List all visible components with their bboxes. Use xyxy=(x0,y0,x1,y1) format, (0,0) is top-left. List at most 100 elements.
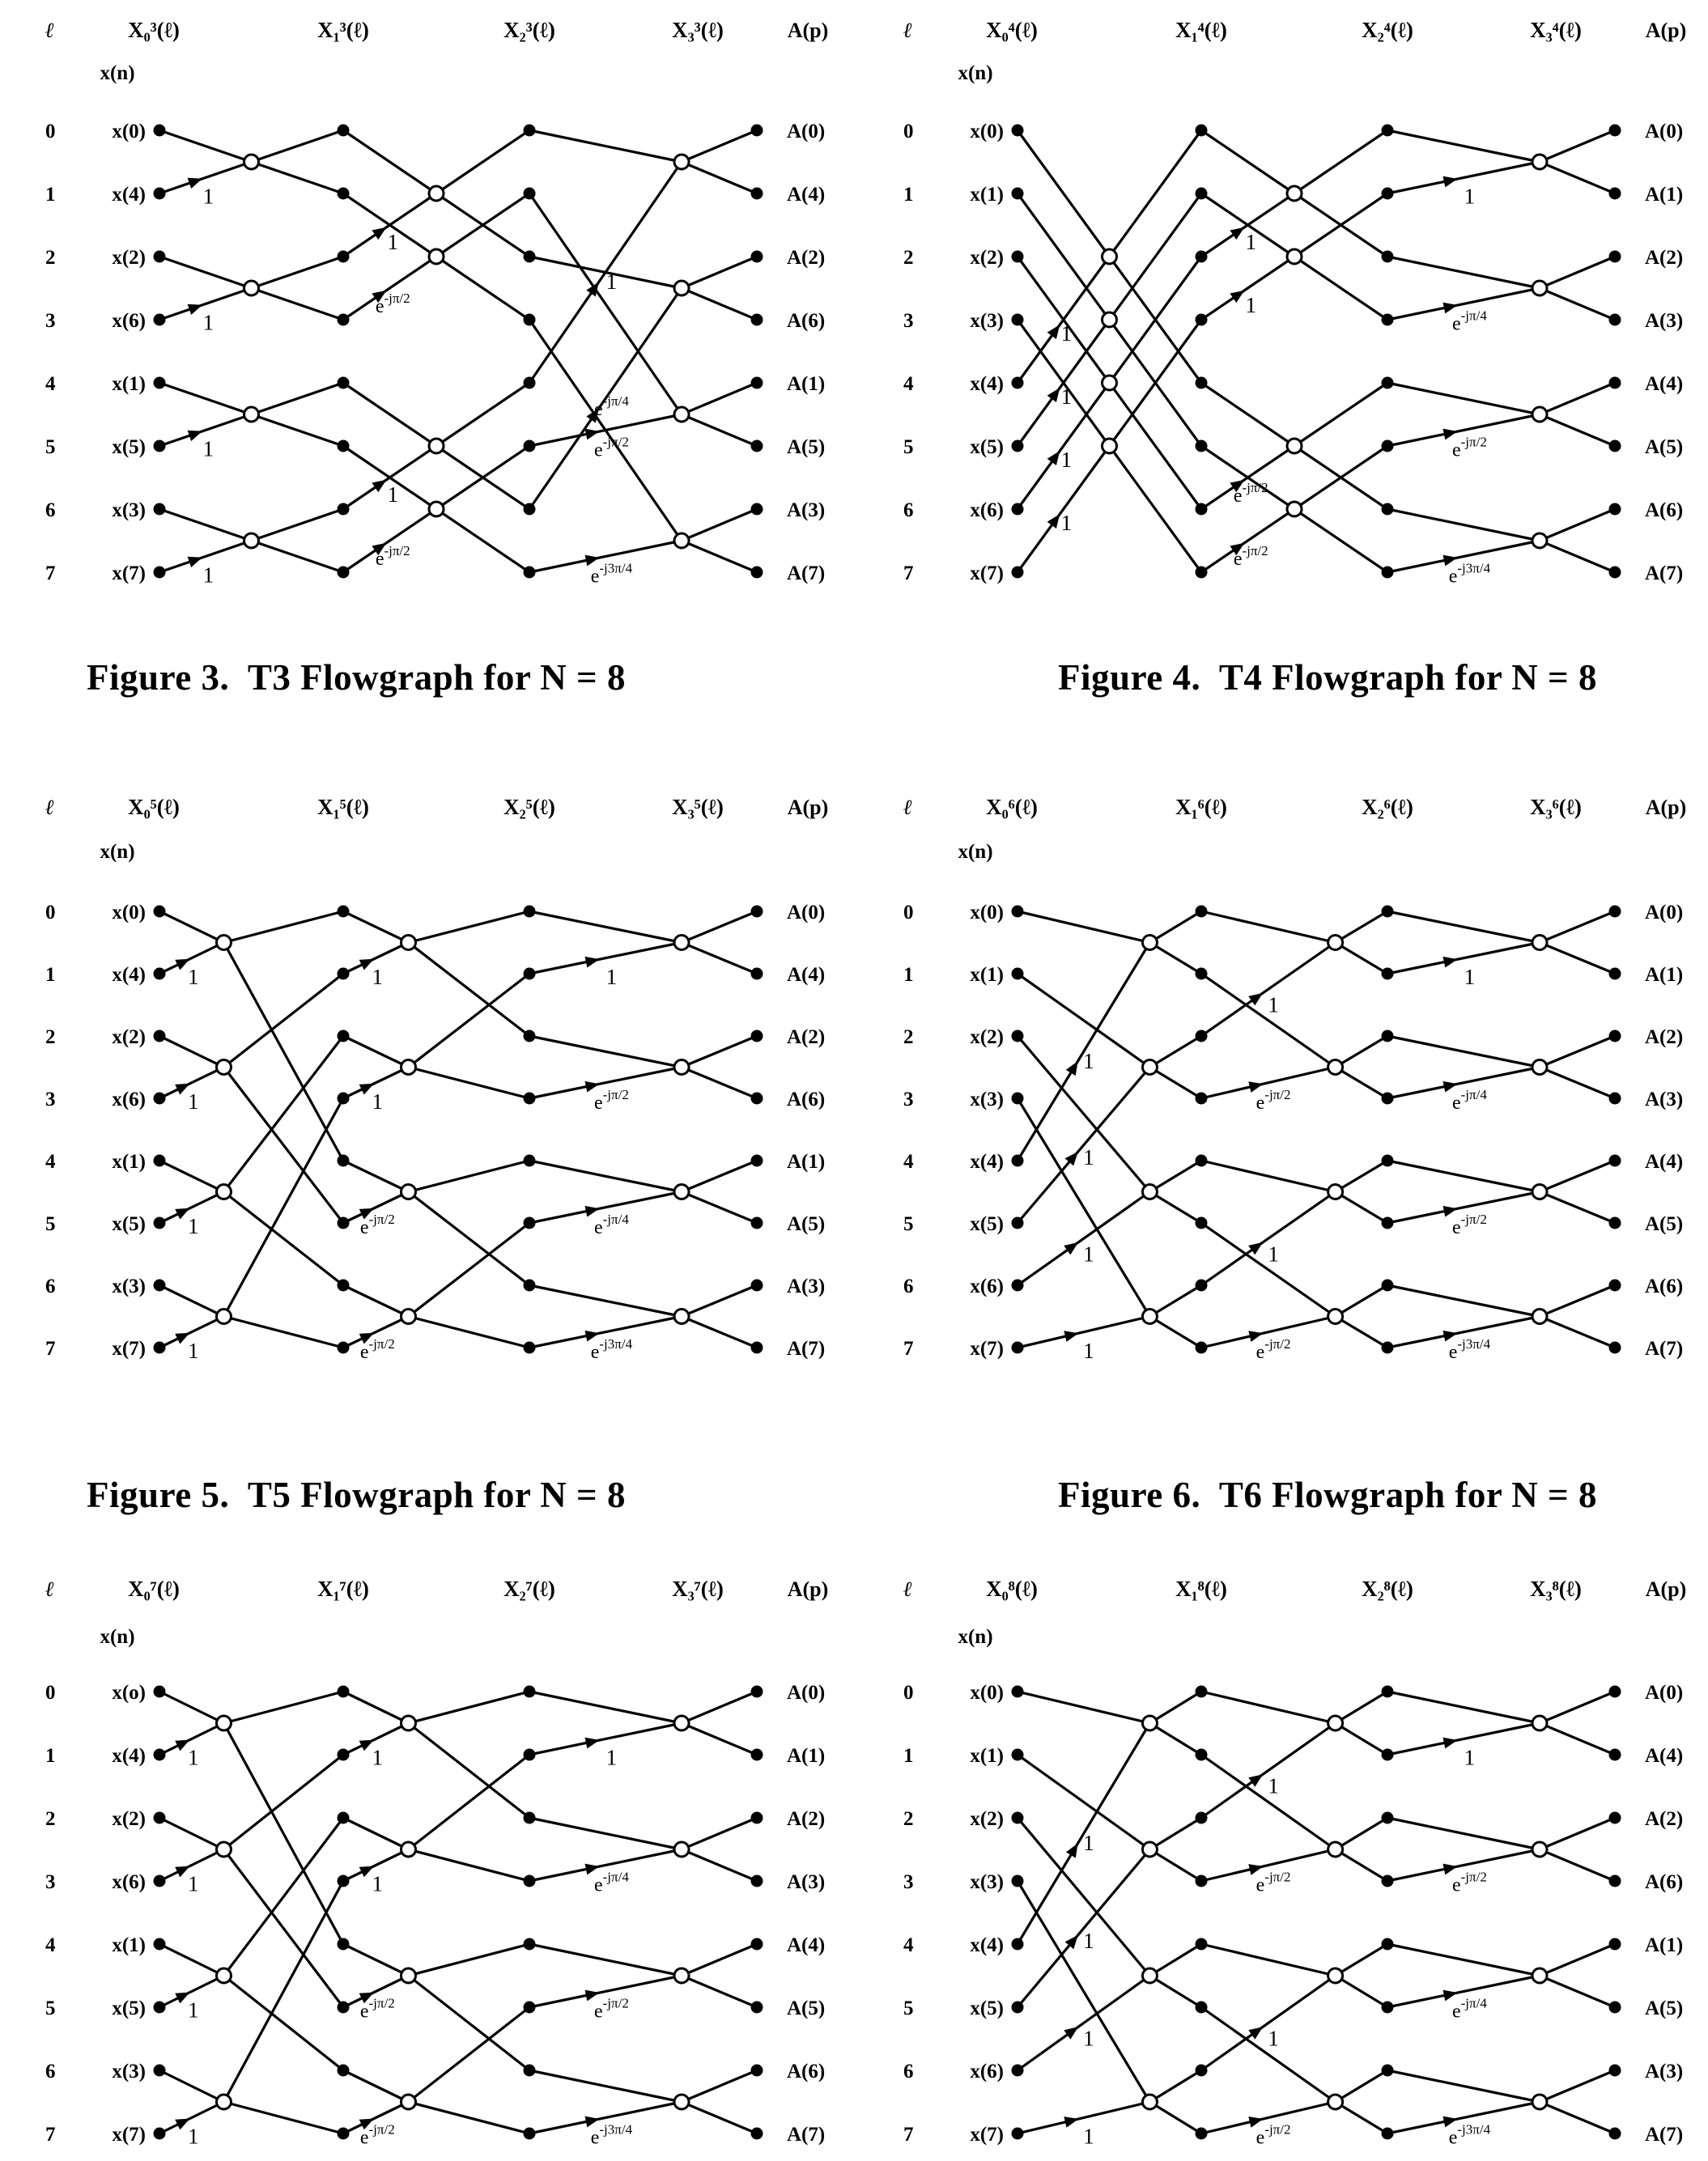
flow-edge xyxy=(1149,941,1202,975)
stage-node xyxy=(337,313,350,326)
summing-junction-icon xyxy=(243,153,260,171)
input-node xyxy=(153,967,166,980)
summing-junction-icon xyxy=(673,532,690,550)
input-label: x(o) xyxy=(112,1682,146,1704)
flowgraph-canvas-t6: ℓ X₀⁶(ℓ) X₁⁶(ℓ) X₂⁶(ℓ) X₃⁶(ℓ) A(p) x(n) 1 1 1 1 1 e-… xyxy=(903,795,1686,1363)
flow-edge xyxy=(1539,381,1616,416)
stage-node xyxy=(523,1092,536,1105)
input-node xyxy=(1011,1216,1024,1229)
flow-edge xyxy=(681,1974,758,2009)
flow-edge xyxy=(1334,2069,1388,2104)
output-node xyxy=(1608,1811,1621,1824)
output-node xyxy=(750,1216,763,1229)
flow-edge xyxy=(159,1690,225,1725)
output-label: A(0) xyxy=(1645,1682,1683,1704)
arrowhead-icon xyxy=(359,1866,375,1878)
stage-node xyxy=(1381,439,1394,452)
output-label: A(0) xyxy=(787,902,825,923)
flow-edge xyxy=(159,160,253,195)
summing-junction-icon xyxy=(215,1183,232,1200)
stage-node xyxy=(523,2064,536,2077)
stage-node xyxy=(1195,1341,1208,1354)
arrowhead-icon xyxy=(1248,2116,1264,2128)
flow-edge xyxy=(529,1159,682,1194)
flow-edge xyxy=(223,1974,344,2072)
input-label: x(7) xyxy=(112,563,146,584)
row-index-label: 6 xyxy=(45,1276,56,1297)
flowgraph-canvas-t3: ℓ X₀³(ℓ) X₁³(ℓ) X₂³(ℓ) X₃³(ℓ) A(p) x(n) 1 1 1 1 1 e-… xyxy=(45,18,828,588)
row-index-label: 2 xyxy=(45,1808,56,1830)
arrowhead-icon xyxy=(175,1866,190,1878)
input-label: x(4) xyxy=(112,184,146,206)
stage-node xyxy=(1195,250,1208,263)
arrowhead-icon xyxy=(1047,514,1060,529)
summing-junction-icon xyxy=(1141,1308,1158,1325)
stage-node xyxy=(1195,1154,1208,1167)
row-index-label: 2 xyxy=(903,1808,914,1830)
flow-edge xyxy=(1149,1284,1202,1318)
twiddle-factor-label: e-jπ/2 xyxy=(360,1336,395,1363)
stage-node xyxy=(1195,1092,1208,1105)
output-label: A(6) xyxy=(1645,1276,1683,1297)
input-node xyxy=(1011,2064,1024,2077)
flow-edge xyxy=(681,1722,758,1756)
output-node xyxy=(1608,1030,1621,1042)
flow-edge xyxy=(1017,910,1150,945)
stage-node xyxy=(1381,1938,1394,1951)
summing-junction-icon xyxy=(673,2093,690,2111)
column-header-ell: ℓ xyxy=(903,796,912,819)
output-node xyxy=(1608,1685,1621,1698)
stage-node xyxy=(337,1685,350,1698)
flow-edge xyxy=(223,1191,344,1287)
flow-edge xyxy=(1539,1315,1616,1349)
column-header-stage-1: X₁³(ℓ) xyxy=(317,18,369,42)
row-index-label: 4 xyxy=(903,1934,914,1956)
arrowhead-icon xyxy=(1230,290,1245,304)
flow-edge xyxy=(223,1753,344,1851)
output-label: A(5) xyxy=(1645,1998,1683,2019)
flow-edge xyxy=(681,507,758,542)
row-index-label: 2 xyxy=(903,247,914,269)
input-node xyxy=(1011,1341,1024,1354)
summing-junction-icon xyxy=(215,1059,232,1076)
flow-edge xyxy=(681,1816,758,1851)
flow-edge xyxy=(159,1942,225,1977)
twiddle-factor-label: 1 xyxy=(203,185,214,209)
flow-edge xyxy=(681,539,758,574)
summing-junction-icon xyxy=(1141,2093,1158,2111)
flow-edge xyxy=(1387,1065,1540,1100)
output-label: A(2) xyxy=(787,1808,825,1830)
flowgraph-canvas-t8: ℓ X₀⁸(ℓ) X₁⁸(ℓ) X₂⁸(ℓ) X₃⁸(ℓ) A(p) x(n) 1 1 1 1 1 e-… xyxy=(903,1577,1686,2149)
arrowhead-icon xyxy=(187,177,202,189)
arrowhead-icon xyxy=(1065,1061,1078,1076)
flow-edge xyxy=(1200,129,1295,195)
twiddle-factor-label: 1 xyxy=(1083,2125,1094,2149)
figure-7-t7-flowgraph: ℓ X₀⁷(ℓ) X₁⁷(ℓ) X₂⁷(ℓ) X₃⁷(ℓ) A(p) x(n) 1 1 1 1 1 1 e… xyxy=(32,1567,882,2161)
output-label: A(5) xyxy=(787,1998,825,2019)
output-label: A(7) xyxy=(787,563,825,584)
twiddle-factor-label: 1 xyxy=(388,230,399,254)
flow-edge xyxy=(681,1315,758,1349)
stage-node xyxy=(523,967,536,980)
flow-edge xyxy=(250,255,344,290)
flow-edge xyxy=(1200,1753,1336,1851)
stage-node xyxy=(1195,2064,1208,2077)
flow-edge xyxy=(528,193,683,415)
input-label: x(5) xyxy=(112,1998,146,2019)
summing-junction-icon xyxy=(1327,1840,1345,1858)
column-header-stage-0: X₀⁴(ℓ) xyxy=(986,18,1038,42)
output-label: A(7) xyxy=(787,2124,825,2146)
summing-junction-icon xyxy=(400,1308,417,1325)
summing-junction-icon xyxy=(1531,279,1549,297)
arrowhead-icon xyxy=(1248,1081,1264,1093)
flow-edge xyxy=(342,1034,410,1068)
output-label: A(3) xyxy=(787,1276,825,1297)
flow-edge xyxy=(342,1066,410,1100)
flow-edge xyxy=(681,129,758,163)
twiddle-factor-label: e-jπ/2 xyxy=(376,543,410,570)
input-label: x(0) xyxy=(970,1682,1004,1704)
twiddle-factor-label: e-jπ/2 xyxy=(1256,2122,1291,2149)
flow-edge xyxy=(159,1066,225,1100)
output-label: A(4) xyxy=(1645,373,1683,395)
input-node xyxy=(1011,187,1024,200)
